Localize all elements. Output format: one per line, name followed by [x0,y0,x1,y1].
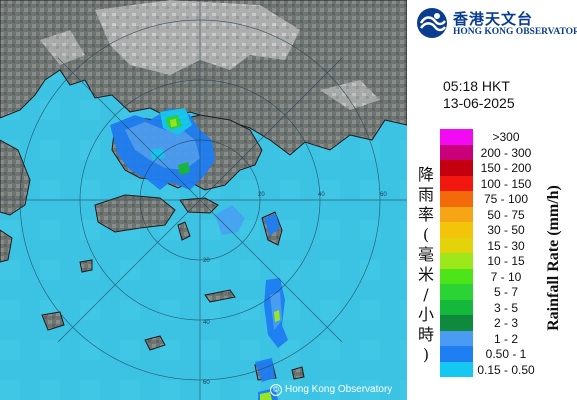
lantau-island [94,194,176,233]
copyright-icon: © [270,384,282,396]
legend-row: 100 - 150 [440,175,538,191]
island-south-1 [204,289,236,303]
range-rings [0,0,407,400]
legend-panel: 香港天文台 HONG KONG OBSERVATORY 05:18 HKT 13… [407,0,577,400]
radar-map-graphic: 20 40 60 20 40 60 [0,0,407,400]
legend-color-swatch [440,346,473,362]
legend-range-label: 200 - 300 [480,145,532,160]
cloud-cover-2 [40,30,85,65]
legend-row: 7 - 10 [440,268,538,284]
legend-title-zh-char: 毫 [417,245,434,264]
hko-emblem-icon [417,8,447,38]
western-landmass [0,139,31,216]
legend-color-swatch [440,160,473,176]
legend-range-label: 3 - 5 [493,300,518,315]
legend-row: 15 - 30 [440,237,538,253]
legend-color-swatch [440,191,473,207]
legend-color-swatch [440,268,473,284]
legend-title-zh-char: 降 [417,165,434,184]
copyright-text: Hong Kong Observatory [285,384,393,395]
lamma-island [177,221,191,241]
observation-time: 05:18 HKT [443,78,510,94]
legend-row: 50 - 75 [440,206,538,222]
western-bay-land [0,229,13,263]
legend-color-swatch [440,222,473,238]
island-south-2 [144,335,166,351]
rainfall-rate-legend: >300 200 - 300 150 - 200 100 - 150 75 - 100 5… [440,129,538,377]
legend-color-swatch [440,330,473,346]
copyright-notice: © Hong Kong Observatory [270,384,392,396]
ring-label: 20 [258,192,265,198]
legend-title-zh-char: 率 [417,205,434,224]
legend-row: 30 - 50 [440,222,538,238]
legend-title-zh-char: ) [422,345,430,364]
legend-color-swatch [440,237,473,253]
legend-row: 3 - 5 [440,299,538,315]
legend-row: 0.50 - 1 [440,346,538,362]
legend-row: 1 - 2 [440,330,538,346]
legend-color-swatch [440,129,473,145]
rain-echoes [110,108,288,400]
ring-label: 20 [203,258,210,264]
legend-row: 10 - 15 [440,253,538,269]
island-west [41,311,65,331]
legend-row: 75 - 100 [440,191,538,207]
legend-range-label: >300 [492,130,520,144]
legend-range-label: 0.50 - 1 [485,347,527,361]
org-name-zh: 香港天文台 [453,10,534,28]
legend-title-zh-char: 米 [417,265,434,284]
legend-title-en: Rainfall Rate (mm/h) [539,150,569,365]
legend-range-label: 150 - 200 [480,161,532,175]
legend-title-zh-char: 時 [417,325,434,344]
ring-label: 60 [203,380,210,386]
legend-range-label: 7 - 10 [490,269,522,284]
legend-color-swatch [440,284,473,300]
legend-color-swatch [440,299,473,315]
legend-row: 0.15 - 0.50 [440,361,538,377]
legend-color-swatch [440,253,473,269]
ring-label: 40 [318,192,325,198]
ring-label: 60 [380,192,387,198]
legend-range-label: 15 - 30 [487,238,525,253]
legend-range-label: 0.15 - 0.50 [477,362,535,377]
island-south-4 [291,366,305,380]
legend-title-en-text: Rainfall Rate (mm/h) [545,184,562,331]
legend-row: >300 [440,129,538,145]
legend-range-label: 2 - 3 [493,316,518,330]
legend-color-swatch [440,315,473,331]
observation-date: 13-06-2025 [443,95,515,111]
legend-row: 2 - 3 [440,315,538,331]
legend-row: 5 - 7 [440,284,538,300]
legend-range-label: 100 - 150 [480,176,532,191]
legend-range-label: 75 - 100 [483,192,529,206]
org-name-en: HONG KONG OBSERVATORY [453,27,577,37]
hk-island [179,197,219,214]
legend-color-swatch [440,175,473,191]
legend-range-label: 1 - 2 [493,331,518,346]
legend-title-zh: 降 雨 率 ( 毫 米 / 小 時 ) [415,165,437,364]
legend-range-label: 10 - 15 [487,254,525,268]
legend-color-swatch [440,361,473,377]
legend-range-label: 30 - 50 [487,223,525,237]
legend-color-swatch [440,206,473,222]
legend-color-swatch [440,144,473,160]
ring-label: 40 [203,320,210,326]
legend-title-zh-char: ( [422,225,430,244]
legend-title-zh-char: 雨 [417,185,434,204]
legend-title-zh-char: / [423,285,429,304]
legend-row: 200 - 300 [440,144,538,160]
range-ring-labels: 20 40 60 20 40 60 [203,192,387,386]
cloud-cover-3 [320,80,380,110]
legend-title-zh-char: 小 [417,305,434,324]
hko-logo[interactable]: 香港天文台 HONG KONG OBSERVATORY [415,6,577,40]
legend-row: 150 - 200 [440,160,538,176]
mainland-landmass [0,0,407,156]
legend-range-label: 50 - 75 [487,207,525,222]
legend-range-label: 5 - 7 [493,285,518,299]
island-west-2 [79,259,93,273]
cloud-cover [95,0,300,75]
radar-map[interactable]: 20 40 60 20 40 60 © Hong Kong Observatory [0,0,407,400]
